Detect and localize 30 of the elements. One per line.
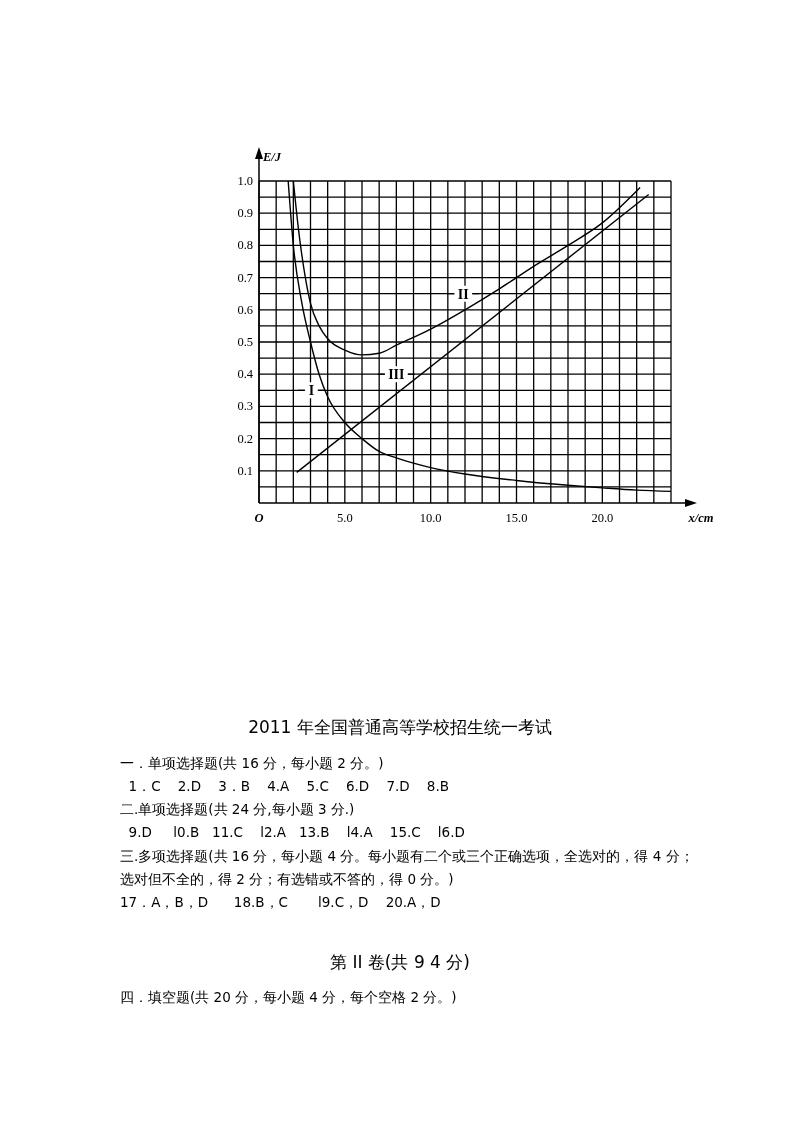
x-tick-label: 20.0 <box>591 511 614 525</box>
text: 选对但不全的，得 2 分；有选错或不答的，得 0 分。) <box>120 871 454 887</box>
y-tick-label: 0.5 <box>237 335 253 349</box>
y-tick-label: 0.3 <box>237 399 253 414</box>
annotation: II <box>457 286 469 302</box>
y-tick-label: 0.6 <box>237 302 253 317</box>
text: 一．单项选择题(共 16 分，每小题 2 分。) <box>120 755 384 771</box>
x-tick-label: 10.0 <box>419 511 442 525</box>
text: 三.多项选择题(共 16 分，每小题 4 分。每小题有二个或三个正确选项，全选对的，得 4 分； <box>120 848 694 864</box>
y-axis-title: E/J <box>262 150 282 164</box>
y-tick-label: 0.4 <box>237 367 254 382</box>
y-tick-label: 0.8 <box>237 238 253 253</box>
text: 四．填空题(共 20 分，每小题 4 分，每个空格 2 分。) <box>120 989 457 1005</box>
text: 9.D l0.B 11.C l2.A 13.B l4.A 15.C l6.D <box>120 824 465 840</box>
x-tick-label: O <box>254 511 264 525</box>
y-tick-label: 0.1 <box>237 463 253 478</box>
y-tick-label: 0.7 <box>237 270 253 285</box>
text: 2011 年全国普通高等学校招生统一考试 <box>248 717 552 737</box>
annotation: III <box>388 367 405 383</box>
text: 第 II 卷(共 9 4 分) <box>330 952 470 972</box>
x-tick-label: 15.0 <box>505 511 528 525</box>
text: 二.单项选择题(共 24 分,每小题 3 分.) <box>120 801 355 817</box>
text: 1．C 2.D 3．B 4.A 5.C 6.D 7.D 8.B <box>120 778 449 794</box>
annotation: I <box>308 383 315 399</box>
y-tick-label: 1.0 <box>237 174 253 188</box>
text: 17．A，B，D 18.B，C l9.C，D 20.A，D <box>120 894 441 910</box>
y-tick-label: 0.9 <box>237 206 253 221</box>
y-tick-label: 0.2 <box>237 431 253 446</box>
x-axis-title: x/cm <box>687 511 714 525</box>
x-tick-label: 5.0 <box>337 511 353 525</box>
